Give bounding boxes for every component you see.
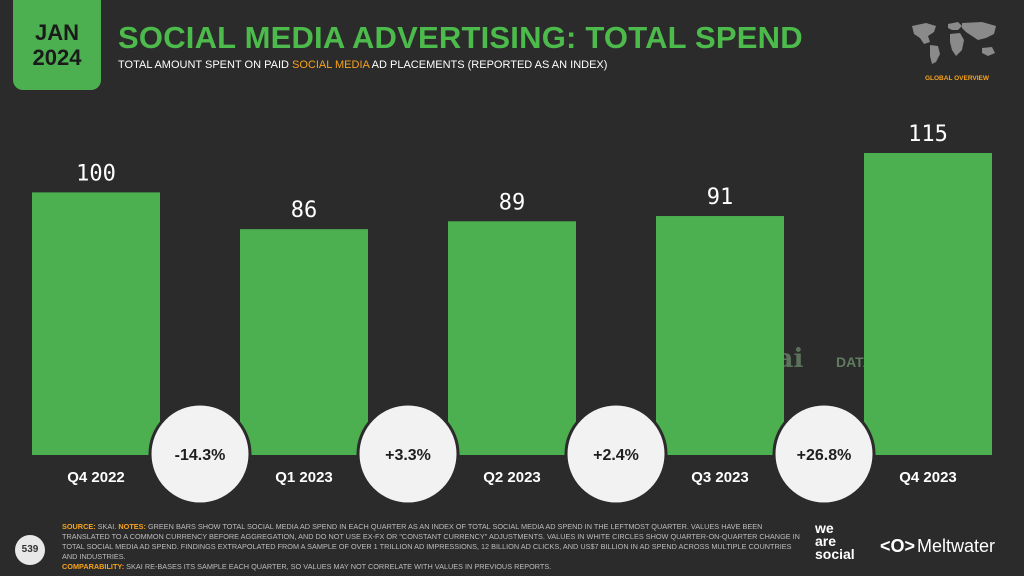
comparability-label: COMPARABILITY: xyxy=(62,562,125,571)
value-label-4: 115 xyxy=(908,122,948,147)
bar-1 xyxy=(240,229,368,455)
value-label-1: 86 xyxy=(291,198,318,223)
badge-month: JAN xyxy=(34,20,79,45)
source-label: SOURCE: xyxy=(62,522,96,531)
value-label-3: 91 xyxy=(707,185,734,210)
notes-text: GREEN BARS SHOW TOTAL SOCIAL MEDIA AD SP… xyxy=(62,522,800,561)
change-label-3: +26.8% xyxy=(797,447,852,464)
bar-4 xyxy=(864,153,992,455)
global-overview-label: GLOBAL OVERVIEW xyxy=(924,75,990,82)
bar-3 xyxy=(656,216,784,455)
category-label-1: Q1 2023 xyxy=(275,469,333,486)
change-label-1: +3.3% xyxy=(385,447,431,464)
page-subtitle: TOTAL AMOUNT SPENT ON PAID SOCIAL MEDIA … xyxy=(118,59,607,71)
category-label-0: Q4 2022 xyxy=(67,469,125,486)
brand-social: social xyxy=(815,546,855,562)
we-are-social-logo: we are social xyxy=(815,520,855,562)
subtitle-post: AD PLACEMENTS (REPORTED AS AN INDEX) xyxy=(369,59,608,71)
change-bubble-2: +2.4% xyxy=(564,402,668,506)
brand-are: are xyxy=(815,533,837,549)
page-number: 539 xyxy=(15,535,45,565)
value-label-2: 89 xyxy=(499,190,526,215)
notes-label: NOTES: xyxy=(118,522,146,531)
change-bubble-0: -14.3% xyxy=(148,402,252,506)
category-label-4: Q4 2023 xyxy=(899,469,957,486)
world-map-icon xyxy=(912,22,996,64)
change-bubble-1: +3.3% xyxy=(356,402,460,506)
change-circle-3 xyxy=(772,402,876,506)
change-label-0: -14.3% xyxy=(175,447,226,464)
change-label-2: +2.4% xyxy=(593,447,639,464)
comparability-text: SKAI RE-BASES ITS SAMPLE EACH QUARTER, S… xyxy=(124,562,552,571)
subtitle-pre: TOTAL AMOUNT SPENT ON PAID xyxy=(118,59,292,71)
meltwater-icon: <O> xyxy=(880,536,916,556)
meltwater-text: Meltwater xyxy=(917,536,996,556)
bar-2 xyxy=(448,221,576,455)
source-text: SKAI. xyxy=(95,522,119,531)
bar-0 xyxy=(32,192,160,455)
change-circle-0 xyxy=(148,402,252,506)
category-label-3: Q3 2023 xyxy=(691,469,749,486)
bar-chart: 100 Q4 2022 86 Q1 2023 89 Q2 2023 91 Q3 2023 115… xyxy=(32,122,992,506)
badge-year: 2024 xyxy=(32,45,82,70)
date-badge: JAN 2024 xyxy=(13,0,101,90)
change-circle-1 xyxy=(356,402,460,506)
change-bubble-3: +26.8% xyxy=(772,402,876,506)
page-title: SOCIAL MEDIA ADVERTISING: TOTAL SPEND xyxy=(118,20,803,55)
subtitle-highlight: SOCIAL MEDIA xyxy=(292,59,370,71)
value-label-0: 100 xyxy=(76,161,116,186)
change-circle-2 xyxy=(564,402,668,506)
source-notes: SOURCE: SKAI. NOTES: GREEN BARS SHOW TOT… xyxy=(62,522,802,572)
meltwater-logo: <O> Meltwater xyxy=(880,536,995,557)
category-label-2: Q2 2023 xyxy=(483,469,541,486)
brand-we: we xyxy=(815,520,834,536)
